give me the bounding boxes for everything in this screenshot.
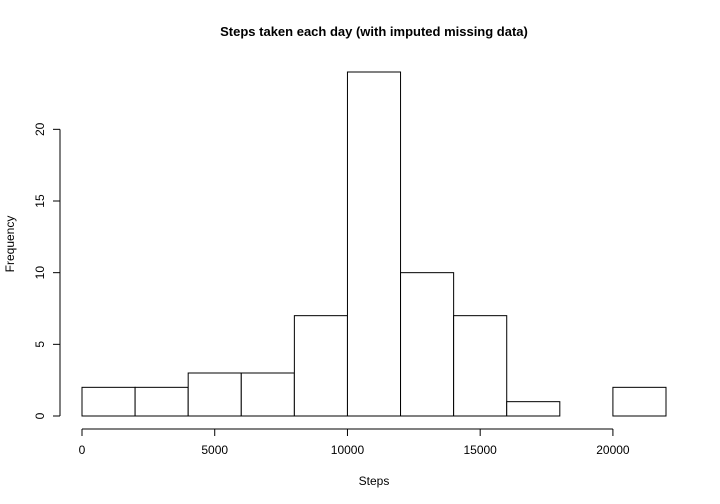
chart-title: Steps taken each day (with imputed missi… — [220, 24, 528, 39]
histogram-bar-0 — [81, 386, 136, 417]
x-tick-label-3: 15000 — [463, 443, 497, 457]
histogram-bar-6 — [400, 272, 455, 417]
histogram-bar-7 — [453, 315, 508, 417]
histogram-bar-1 — [134, 386, 189, 417]
y-tick-label-1: 5 — [33, 341, 47, 348]
histogram-bar-3 — [240, 372, 295, 417]
y-tick-label-3: 15 — [33, 194, 47, 208]
x-axis-label: Steps — [359, 474, 390, 488]
y-tick-label-2: 10 — [33, 266, 47, 280]
histogram-bar-8 — [506, 401, 561, 417]
x-tick-label-4: 20000 — [596, 443, 630, 457]
x-axis: 0 5000 10000 15000 20000 — [79, 428, 630, 457]
y-axis-label: Frequency — [3, 216, 17, 273]
y-tick-label-4: 20 — [33, 122, 47, 136]
y-tick-label-0: 0 — [33, 412, 47, 419]
histogram-bar-5 — [346, 71, 402, 417]
histogram-bar-4 — [293, 315, 348, 417]
histogram-bar-2 — [187, 372, 242, 417]
bars-group — [81, 71, 667, 417]
x-tick-label-0: 0 — [79, 443, 86, 457]
x-tick-label-1: 5000 — [201, 443, 228, 457]
x-tick-label-2: 10000 — [331, 443, 365, 457]
histogram-bar-10 — [612, 386, 667, 417]
y-axis: 0 5 10 15 20 — [33, 122, 61, 419]
